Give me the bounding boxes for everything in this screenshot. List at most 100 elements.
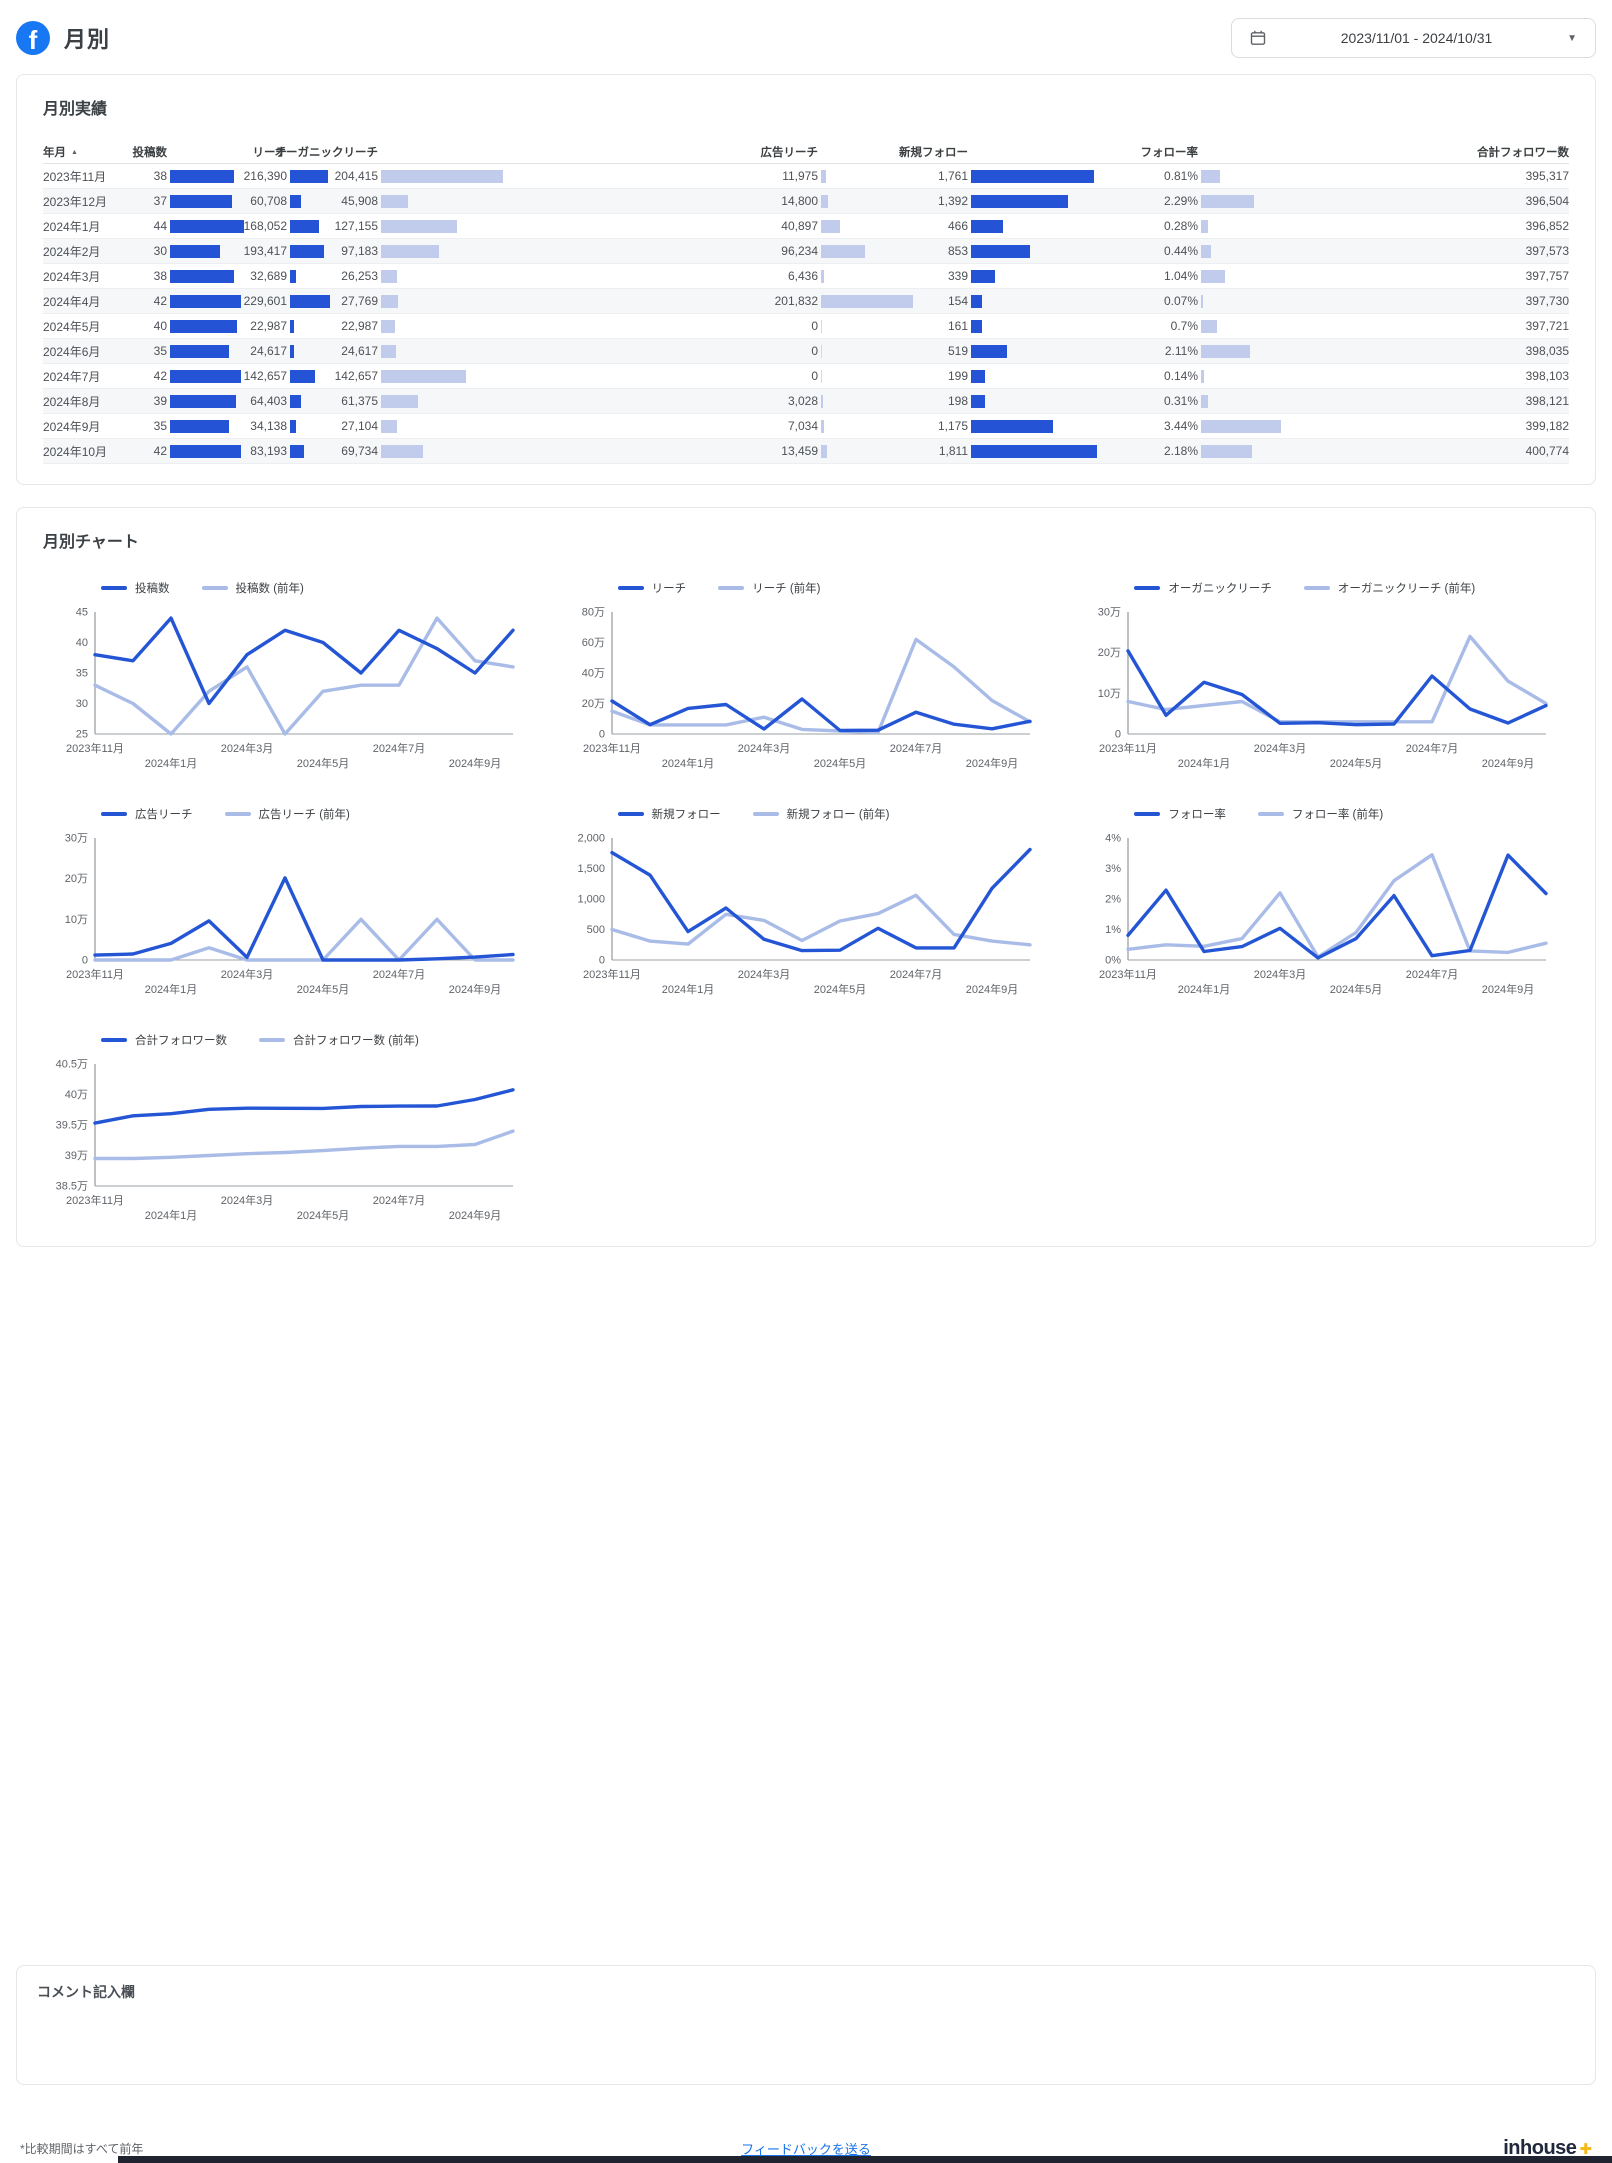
column-header-new-follows[interactable]: 新規フォロー <box>899 147 968 159</box>
legend-item-current: 新規フォロー <box>617 806 721 822</box>
cell-value: 64,403 <box>250 394 287 408</box>
chart-canvas: 0 10万 20万 30万 2023年11月 2024年1月 2024年3月 2024年5月 2… <box>65 833 515 996</box>
cell-value: 44 <box>153 219 167 233</box>
cell-bar <box>381 319 395 333</box>
legend-item-previous: 合計フォロワー数 (前年) <box>259 1032 419 1048</box>
table-row: 2024年9月 35 34,138 27,104 7,034 1,175 3.44% 399,… <box>43 414 1569 439</box>
date-range-picker[interactable]: 2023/11/01 - 2024/10/31 ▼ <box>1231 18 1596 58</box>
table-row: 2024年1月 44 168,052 127,155 40,897 466 0.28% 396… <box>43 214 1569 239</box>
cell-value: 399,182 <box>1525 419 1569 433</box>
cell-bar <box>821 269 824 283</box>
chart-legend: リーチ リーチ (前年) <box>560 580 1052 596</box>
svg-text:2023年11月: 2023年11月 <box>66 967 124 981</box>
cell-value: 3,028 <box>787 394 818 408</box>
cell-bar <box>821 219 840 233</box>
svg-text:35: 35 <box>76 668 88 680</box>
cell-bar <box>971 244 1030 258</box>
cell-value: 40 <box>153 319 167 333</box>
cell-month: 2024年8月 <box>43 394 101 409</box>
svg-text:2024年7月: 2024年7月 <box>889 741 942 755</box>
column-header-reach[interactable]: リーチ <box>252 147 288 159</box>
cell-value: 97,183 <box>341 244 378 258</box>
legend-item-current: 投稿数 <box>101 580 170 596</box>
column-header-organic-reach[interactable]: オーガニックリーチ <box>274 147 379 159</box>
cell-month: 2023年12月 <box>43 194 108 209</box>
table-row: 2024年3月 38 32,689 26,253 6,436 339 1.04% 397,75… <box>43 264 1569 289</box>
cell-value: 216,390 <box>243 169 287 183</box>
table-row: 2024年2月 30 193,417 97,183 96,234 853 0.44% 397,… <box>43 239 1569 264</box>
cell-bar <box>170 419 229 433</box>
svg-text:2024年5月: 2024年5月 <box>297 982 350 996</box>
cell-value: 397,757 <box>1525 269 1569 283</box>
cell-bar <box>170 269 234 283</box>
svg-text:2024年7月: 2024年7月 <box>373 741 426 755</box>
column-header-total-followers[interactable]: 合計フォロワー数 <box>1477 147 1569 159</box>
table-row: 2024年4月 42 229,601 27,769 201,832 154 0.07% 397… <box>43 289 1569 314</box>
line-swatch-icon <box>1134 812 1161 816</box>
column-header-follow-rate[interactable]: フォロー率 <box>1140 147 1199 159</box>
column-header-month[interactable]: 年月 ▲ <box>43 147 78 159</box>
cell-value: 35 <box>153 344 167 358</box>
send-feedback-link[interactable]: フィードバックを送る <box>741 2141 871 2157</box>
svg-text:2024年9月: 2024年9月 <box>1482 756 1535 770</box>
svg-text:40.5万: 40.5万 <box>56 1059 88 1071</box>
cell-bar <box>821 169 826 183</box>
svg-text:80万: 80万 <box>581 607 604 619</box>
column-header-ad-reach[interactable]: 広告リーチ <box>760 147 819 159</box>
cell-bar <box>381 294 398 308</box>
cell-bar <box>821 244 865 258</box>
legend-item-current: オーガニックリーチ <box>1134 580 1272 596</box>
cell-bar <box>290 294 330 308</box>
cell-value: 519 <box>947 344 968 358</box>
series-previous-line <box>609 637 1032 735</box>
svg-text:2024年1月: 2024年1月 <box>145 982 198 996</box>
svg-text:60万: 60万 <box>581 637 604 649</box>
cell-bar <box>821 294 913 308</box>
cell-value: 14,800 <box>781 194 818 208</box>
svg-text:40: 40 <box>76 637 88 649</box>
cell-value: 1.04% <box>1163 269 1198 283</box>
cell-bar <box>821 419 824 433</box>
cell-bar <box>290 194 301 208</box>
svg-text:2024年1月: 2024年1月 <box>145 756 198 770</box>
cell-bar <box>170 294 241 308</box>
line-swatch-icon <box>201 586 228 590</box>
cell-value: 69,734 <box>341 444 378 458</box>
svg-text:2024年9月: 2024年9月 <box>449 982 502 996</box>
series-current-line <box>609 847 1032 953</box>
cell-value: 60,708 <box>250 194 287 208</box>
svg-text:39万: 39万 <box>65 1150 88 1162</box>
svg-text:2024年1月: 2024年1月 <box>661 756 714 770</box>
line-swatch-icon <box>224 812 251 816</box>
cell-value: 11,975 <box>782 169 818 183</box>
chart-canvas: 0 500 1,000 1,500 2,000 2023年11月 2024年1月 2024年3… <box>577 833 1032 996</box>
svg-text:2024年3月: 2024年3月 <box>221 1193 274 1207</box>
cell-value: 397,721 <box>1525 319 1569 333</box>
svg-text:2%: 2% <box>1105 894 1121 906</box>
cell-bar <box>971 319 982 333</box>
svg-text:3%: 3% <box>1105 863 1121 875</box>
cell-bar <box>1201 194 1254 208</box>
line-swatch-icon <box>617 812 644 816</box>
cell-bar <box>971 344 1007 358</box>
cell-value: 61,375 <box>341 394 378 408</box>
svg-text:2024年3月: 2024年3月 <box>221 741 274 755</box>
cell-bar <box>971 169 1094 183</box>
cell-bar <box>971 219 1003 233</box>
table-row: 2024年7月 42 142,657 142,657 0 199 0.14% 398,103 <box>43 364 1569 389</box>
svg-text:2024年9月: 2024年9月 <box>1482 982 1535 996</box>
cell-bar <box>290 369 315 383</box>
cell-month: 2024年2月 <box>43 244 101 259</box>
legend-item-current: リーチ <box>617 580 686 596</box>
comment-box[interactable]: コメント記入欄 <box>16 1965 1596 2085</box>
cell-bar <box>971 194 1068 208</box>
series-previous-line <box>1126 634 1549 724</box>
cell-value: 27,104 <box>341 419 378 433</box>
column-header-posts[interactable]: 投稿数 <box>132 147 168 159</box>
chart-canvas: 25 30 35 40 45 2023年11月 2024年1月 2024年3月 2024年5月 2… <box>66 607 515 770</box>
svg-text:2024年5月: 2024年5月 <box>813 982 866 996</box>
cell-bar <box>170 444 241 458</box>
cell-value: 198 <box>947 394 968 408</box>
cell-bar <box>290 419 296 433</box>
cell-bar <box>971 394 985 408</box>
